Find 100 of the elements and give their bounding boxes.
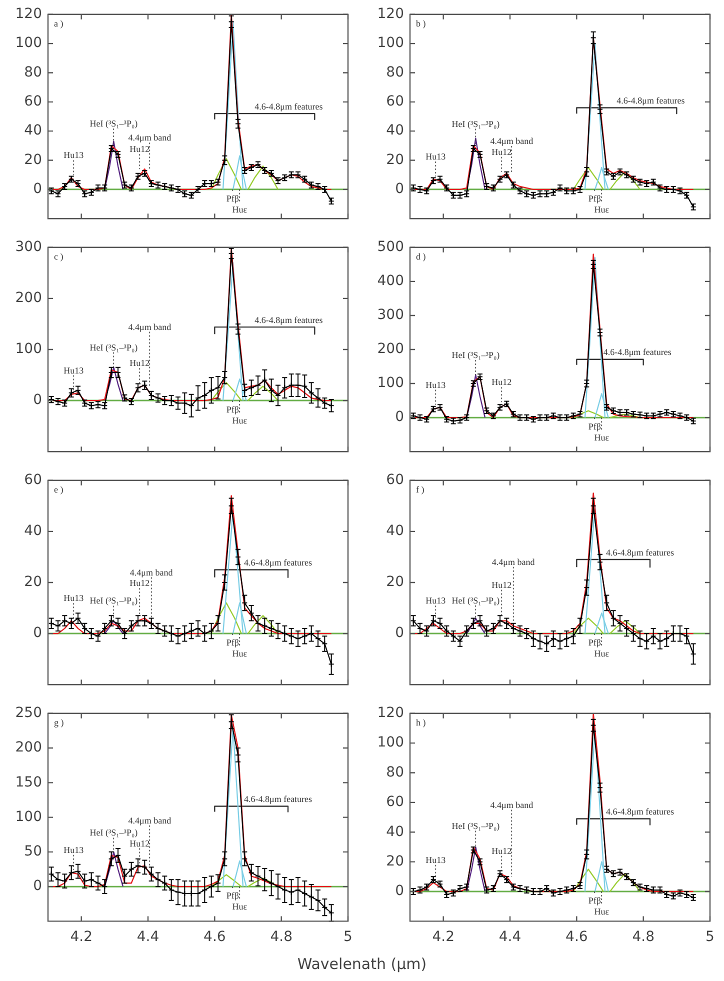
y-tick-label: 100 [15, 35, 42, 52]
ref-line-label: Huε [594, 906, 610, 917]
y-tick-label: 300 [377, 307, 404, 324]
ref-line-label: HeI (³S₁–³P₀) [90, 118, 138, 129]
y-tick-label: 60 [24, 472, 42, 488]
ref-line-label: Hu12 [130, 578, 150, 588]
ref-line-label: 4.4μm band [128, 322, 172, 332]
y-tick-label: 300 [15, 239, 42, 256]
y-tick-label: 80 [24, 64, 42, 80]
y-tick-label: 250 [15, 705, 42, 722]
ref-line-label: Huε [232, 902, 248, 912]
ref-line-label: Hu12 [130, 358, 150, 368]
y-tick-label: 60 [386, 472, 404, 488]
y-tick-label: 0 [395, 181, 404, 198]
y-tick-label: 100 [377, 35, 404, 52]
y-tick-label: 200 [377, 341, 404, 358]
y-tick-label: 0 [33, 181, 42, 198]
y-tick-label: 200 [15, 740, 42, 756]
annotation: f ) [416, 484, 424, 494]
ref-line-label: Pfβ [226, 404, 240, 415]
x-tick-label: 4.2 [432, 929, 454, 946]
x-tick-label: 4.2 [70, 929, 92, 946]
y-tick-label: 40 [386, 122, 404, 139]
y-tick-label: 50 [24, 844, 42, 860]
y-tick-label: 0 [33, 392, 42, 408]
ref-line-label: Huε [232, 648, 248, 659]
series-label: 4.6-4.8μm features [606, 806, 675, 817]
x-axis-title: Wavelenath (μm) [296, 955, 428, 973]
ref-line-label: 4.4μm band [128, 815, 172, 826]
ref-line-label: Hu12 [492, 580, 512, 590]
y-tick-label: 80 [386, 764, 404, 780]
y-tick-label: 150 [15, 774, 42, 790]
ref-line-label: Pfβ [588, 422, 602, 432]
y-tick-label: 0 [395, 883, 404, 900]
ref-line-label: HeI (³S₁–³P₀) [452, 118, 500, 129]
ref-line-label: Hu13 [426, 380, 446, 390]
y-tick-label: 20 [24, 574, 42, 590]
ref-line-label: Hu12 [492, 846, 512, 856]
ref-line-label: Hu13 [426, 854, 446, 865]
y-tick-label: 100 [377, 375, 404, 392]
y-tick-label: 0 [395, 625, 404, 642]
ref-line-label: HeI (³S₁–³P₀) [90, 342, 138, 352]
annotation: b ) [416, 18, 426, 28]
y-tick-label: 20 [386, 152, 404, 168]
y-tick-label: 120 [377, 6, 404, 22]
x-tick-label: 4.4 [136, 929, 160, 946]
y-tick-label: 500 [377, 239, 404, 256]
annotation: a ) [54, 18, 64, 28]
ref-line-label: Hu13 [426, 596, 446, 606]
ref-line-label: Huε [232, 416, 248, 426]
series-label: 4.6-4.8μm features [606, 547, 675, 558]
y-tick-label: 60 [386, 794, 404, 810]
y-tick-label: 0 [395, 409, 404, 426]
y-tick-label: 60 [386, 94, 404, 110]
ref-line-label: Huε [594, 648, 610, 659]
x-tick-label: 4.4 [498, 929, 522, 946]
series-label: 4.6-4.8μm features [244, 558, 313, 568]
series-label: 4.6-4.8μm features [616, 96, 686, 106]
x-tick-label: 5 [344, 929, 352, 946]
ref-line-label: Pfβ [226, 890, 240, 901]
ref-line-label: 4.4μm band [130, 567, 174, 578]
ref-line-label: Hu12 [492, 377, 512, 388]
y-tick-label: 200 [15, 290, 42, 306]
x-tick-label: 4.8 [270, 929, 292, 946]
y-tick-label: 80 [386, 64, 404, 80]
x-tick-label: 5 [706, 929, 714, 946]
annotation: g ) [54, 717, 64, 728]
series-label: 4.6-4.8μm features [254, 314, 324, 325]
ref-line-label: Pfβ [588, 193, 602, 204]
ref-line-label: Huε [232, 204, 248, 214]
x-tick-label: 4.6 [566, 929, 588, 946]
series-label: 4.6-4.8μm features [254, 101, 324, 112]
y-tick-label: 0 [33, 625, 42, 642]
y-tick-label: 400 [377, 273, 404, 290]
ref-line-label: 4.4μm band [490, 800, 534, 810]
ref-line-label: Hu13 [64, 593, 84, 604]
y-tick-label: 120 [377, 705, 404, 722]
y-tick-label: 40 [24, 523, 42, 540]
series-label: 4.6-4.8μm features [244, 794, 313, 804]
ref-line-label: Hu13 [64, 150, 84, 160]
ref-line-label: 4.4μm band [492, 556, 536, 567]
ref-line-label: HeI (³S₁–³P₀) [452, 350, 500, 360]
ref-line-label: Hu13 [64, 365, 84, 376]
x-tick-label: 4.6 [204, 929, 226, 946]
annotation: e ) [54, 484, 64, 494]
ref-line-label: Hu13 [426, 151, 446, 162]
series-label: 4.6-4.8μm features [603, 347, 672, 358]
y-tick-label: 20 [24, 152, 42, 168]
y-tick-label: 40 [386, 523, 404, 540]
y-tick-label: 100 [377, 734, 404, 751]
annotation: h ) [416, 717, 426, 728]
y-tick-label: 60 [24, 94, 42, 110]
ref-line-label: Pfβ [226, 638, 240, 648]
ref-line-label: HeI (³S₁–³P₀) [452, 820, 500, 831]
y-tick-label: 100 [15, 341, 42, 358]
ref-line-label: Hu12 [130, 838, 150, 848]
annotation: c ) [54, 251, 64, 262]
ref-line-label: HeI (³S₁–³P₀) [452, 595, 500, 606]
ref-line-label: Hu12 [130, 144, 150, 154]
y-tick-label: 100 [15, 808, 42, 825]
